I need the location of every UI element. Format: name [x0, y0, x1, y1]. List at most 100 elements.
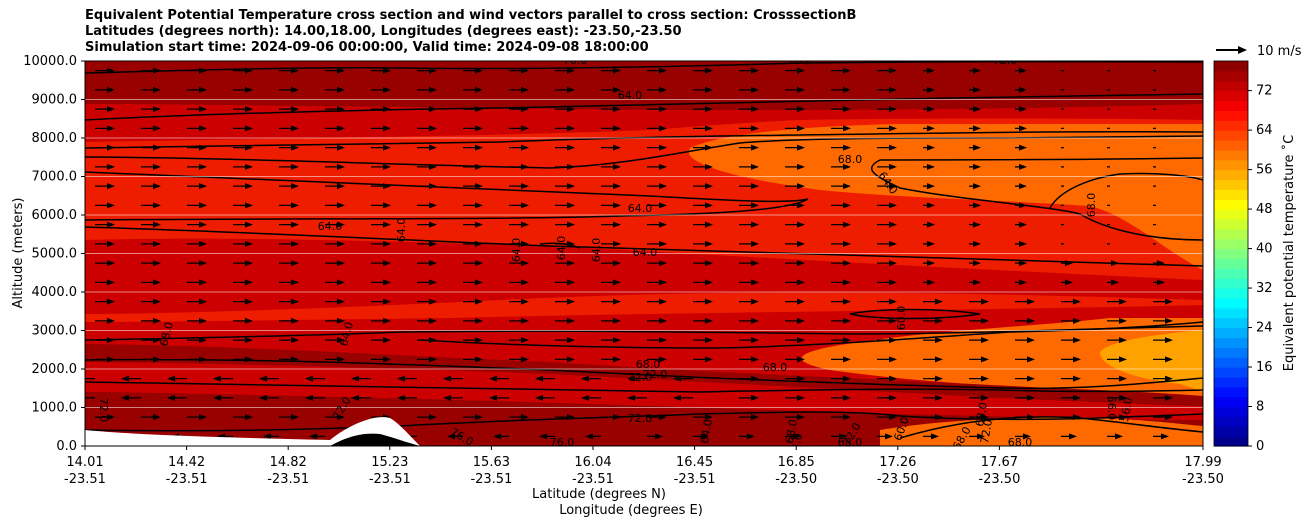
- wind-vector-arrowhead-icon: [935, 356, 943, 363]
- wind-vector-arrowhead-icon: [521, 298, 529, 305]
- wind-vector-arrowhead-icon: [705, 163, 713, 170]
- wind-vector-arrowhead-icon: [475, 279, 483, 286]
- contour-label: 72.0: [97, 398, 110, 423]
- wind-vector-arrowhead-icon: [889, 375, 897, 382]
- wind-vector-arrowhead-icon: [973, 67, 981, 74]
- x-tick-label-latitude: 17.26: [879, 455, 916, 470]
- contour-72-surface: [85, 411, 1203, 432]
- wind-vector-arrowhead-icon: [429, 106, 437, 113]
- wind-vector-arrowhead-icon: [199, 183, 207, 190]
- wind-vector-arrowhead-icon: [429, 298, 437, 305]
- wind-vector-arrowhead-icon: [291, 298, 299, 305]
- y-axis-label: Altitude (meters): [11, 198, 26, 309]
- wind-vector-arrowhead-icon: [935, 394, 943, 401]
- wind-vector-arrowhead-icon: [973, 221, 981, 228]
- terrain-black-peak: [330, 433, 420, 446]
- x-tick-label-latitude: 15.23: [371, 455, 408, 470]
- wind-vector-arrowhead-icon: [153, 125, 161, 132]
- wind-vector-arrowhead-icon: [1019, 221, 1027, 228]
- colorbar-tick-label: 56: [1256, 163, 1273, 178]
- wind-vector-arrowhead-icon: [973, 183, 981, 190]
- wind-vector-arrowhead-icon: [973, 260, 981, 267]
- wind-vector-arrowhead-icon: [107, 356, 115, 363]
- wind-vector-arrowhead-icon: [1165, 317, 1173, 324]
- contour-label: 76.0: [563, 54, 588, 67]
- wind-vector-arrowhead-icon: [107, 202, 115, 209]
- wind-vector-arrowhead-icon: [337, 202, 345, 209]
- wind-vector-arrowhead-icon: [797, 183, 805, 190]
- wind-vector-arrowhead-icon: [383, 279, 391, 286]
- wind-vector-arrowhead-icon: [659, 356, 667, 363]
- wind-vector-arrowhead-icon: [973, 240, 981, 247]
- wind-vector-arrowhead-icon: [337, 106, 345, 113]
- theta-e-orange-surface-patch: [880, 417, 1203, 446]
- colorbar-swatch: [1214, 307, 1248, 319]
- wind-vector-arrowhead-icon: [927, 86, 935, 93]
- wind-vector-arrowhead-icon: [521, 125, 529, 132]
- wind-vector-arrowhead-icon: [843, 414, 851, 421]
- wind-vector-arrowhead-icon: [153, 86, 161, 93]
- contour-68-lens: [849, 308, 981, 320]
- wind-vector-arrowhead-icon: [567, 202, 575, 209]
- wind-vector-arrowhead-icon: [383, 317, 391, 324]
- x-tick-label-latitude: 16.04: [574, 455, 611, 470]
- wind-vector-arrowhead-icon: [751, 202, 759, 209]
- wind-vector-arrowhead-icon: [843, 317, 851, 324]
- wind-vector-arrowhead-icon: [107, 414, 115, 421]
- wind-vector-arrowhead-icon: [613, 144, 621, 151]
- wind-vector-arrowhead-icon: [751, 106, 759, 113]
- wind-vector-arrowhead-icon: [199, 317, 207, 324]
- wind-vector-arrowhead-icon: [705, 221, 713, 228]
- wind-vector-arrowhead-icon: [659, 106, 667, 113]
- wind-vector-arrowhead-icon: [429, 163, 437, 170]
- x-tick-label-latitude: 16.45: [676, 455, 713, 470]
- wind-vector-arrowhead-icon: [107, 279, 115, 286]
- wind-vector-arrowhead-icon: [1019, 67, 1027, 74]
- colorbar-tick-label: 40: [1256, 242, 1273, 257]
- wind-vector-arrowhead-icon: [1073, 337, 1081, 344]
- wind-vector-arrowhead-icon: [521, 260, 529, 267]
- contour-60-surface: [899, 416, 1203, 439]
- wind-vector-arrowhead-icon: [475, 144, 483, 151]
- wind-vector-arrowhead-icon: [705, 240, 713, 247]
- wind-vector-arrowhead-icon: [567, 317, 575, 324]
- wind-vector-arrowhead-icon: [1027, 356, 1035, 363]
- wind-vector-arrowhead-icon: [291, 279, 299, 286]
- colorbar-swatch: [1214, 268, 1248, 279]
- colorbar-swatch: [1214, 120, 1248, 131]
- contour-label: 64.0: [618, 89, 643, 102]
- wind-vector-arrowhead-icon: [927, 279, 935, 286]
- wind-vector-arrowhead-icon: [843, 144, 851, 151]
- colorbar-swatch: [1214, 90, 1248, 102]
- wind-vectors: [85, 67, 1173, 440]
- colorbar: 0 8 16 24 32 40 48 56 64 72: [1213, 60, 1273, 454]
- contour-label: 68.0: [763, 361, 788, 374]
- colorbar-swatch: [1214, 248, 1248, 260]
- contour-label: 76.0: [550, 436, 575, 449]
- wind-vector-arrowhead-icon: [245, 202, 253, 209]
- wind-vector-arrowhead-icon: [751, 414, 759, 421]
- wind-vector-arrowhead-icon: [337, 279, 345, 286]
- colorbar-tick-label: 48: [1256, 202, 1273, 217]
- wind-vector-arrowhead-icon: [1111, 279, 1119, 286]
- wind-vector-arrowhead-icon: [927, 144, 935, 151]
- contour-64-middle: [85, 171, 809, 221]
- colorbar-swatch: [1214, 130, 1248, 141]
- wind-vector-arrowhead-icon: [521, 86, 529, 93]
- wind-vector-arrowhead-icon: [153, 414, 161, 421]
- wind-vector-arrowhead-icon: [107, 337, 115, 344]
- wind-vector-arrowhead-icon: [1119, 375, 1127, 382]
- wind-vector-arrowhead-icon: [927, 163, 935, 170]
- colorbar-swatch: [1214, 149, 1248, 161]
- y-tick-label: 3000.0: [32, 324, 78, 339]
- contour-label: 72.0: [978, 418, 995, 444]
- contour-label: 64.0: [555, 236, 568, 261]
- colorbar-swatch: [1214, 416, 1248, 427]
- wind-vector-arrowhead-icon: [107, 317, 115, 324]
- wind-vector-arrowhead-icon: [1027, 375, 1035, 382]
- wind-vector-arrowhead-icon: [1073, 317, 1081, 324]
- chart-title-line-3: Simulation start time: 2024-09-06 00:00:…: [85, 40, 649, 55]
- wind-vector-arrowhead-icon: [107, 144, 115, 151]
- wind-vector-arrowhead-icon: [245, 240, 253, 247]
- contour-label: 68.0: [783, 418, 800, 444]
